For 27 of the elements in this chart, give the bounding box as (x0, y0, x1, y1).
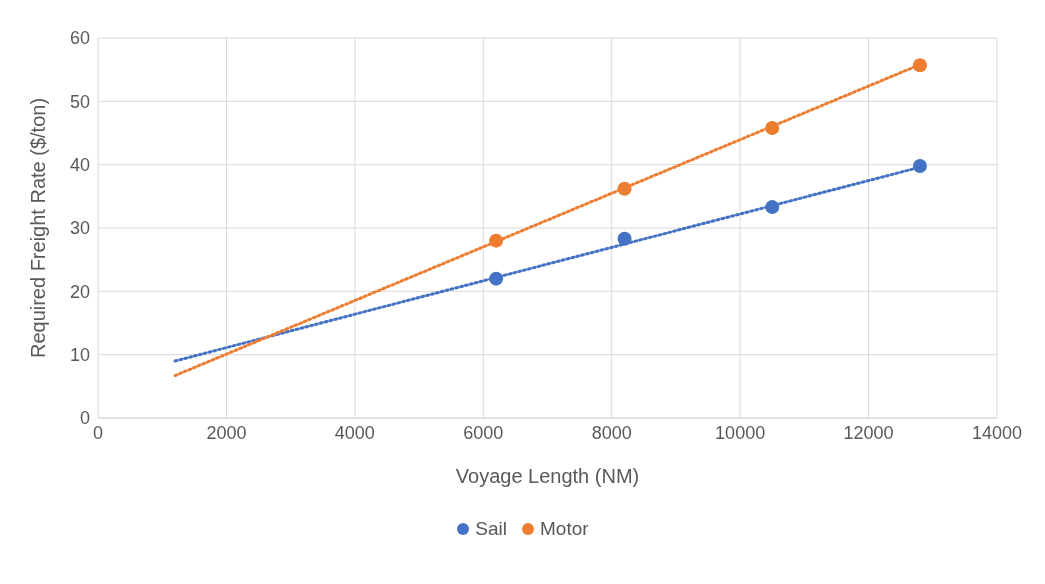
x-tick-label: 2000 (206, 422, 247, 443)
point (489, 233, 504, 248)
x-tick-label: 10000 (715, 422, 766, 443)
point (912, 158, 927, 173)
x-tick-label: 8000 (591, 422, 632, 443)
point (912, 58, 927, 73)
y-tick-label: 40 (69, 155, 90, 176)
legend-label: Motor (539, 518, 589, 540)
y-tick-label: 0 (79, 408, 90, 429)
legend-label: Sail (474, 518, 508, 540)
point (617, 231, 632, 246)
y-tick-label: 60 (69, 28, 90, 49)
point (617, 181, 632, 196)
y-axis-title: Required Freight Rate ($/ton) (27, 97, 50, 359)
y-tick-label: 30 (69, 218, 90, 239)
x-tick-label: 6000 (463, 422, 504, 443)
y-tick-label: 20 (69, 281, 90, 302)
y-tick-label: 50 (69, 91, 90, 112)
x-tick-label: 12000 (843, 422, 894, 443)
x-tick-label: 0 (92, 422, 104, 443)
y-tick-label: 10 (69, 345, 90, 366)
x-tick-label: 4000 (334, 422, 375, 443)
point (765, 200, 780, 215)
x-tick-label: 14000 (971, 422, 1023, 443)
point (489, 271, 504, 286)
point (765, 120, 780, 135)
x-axis-title: Voyage Length (NM) (455, 465, 640, 487)
